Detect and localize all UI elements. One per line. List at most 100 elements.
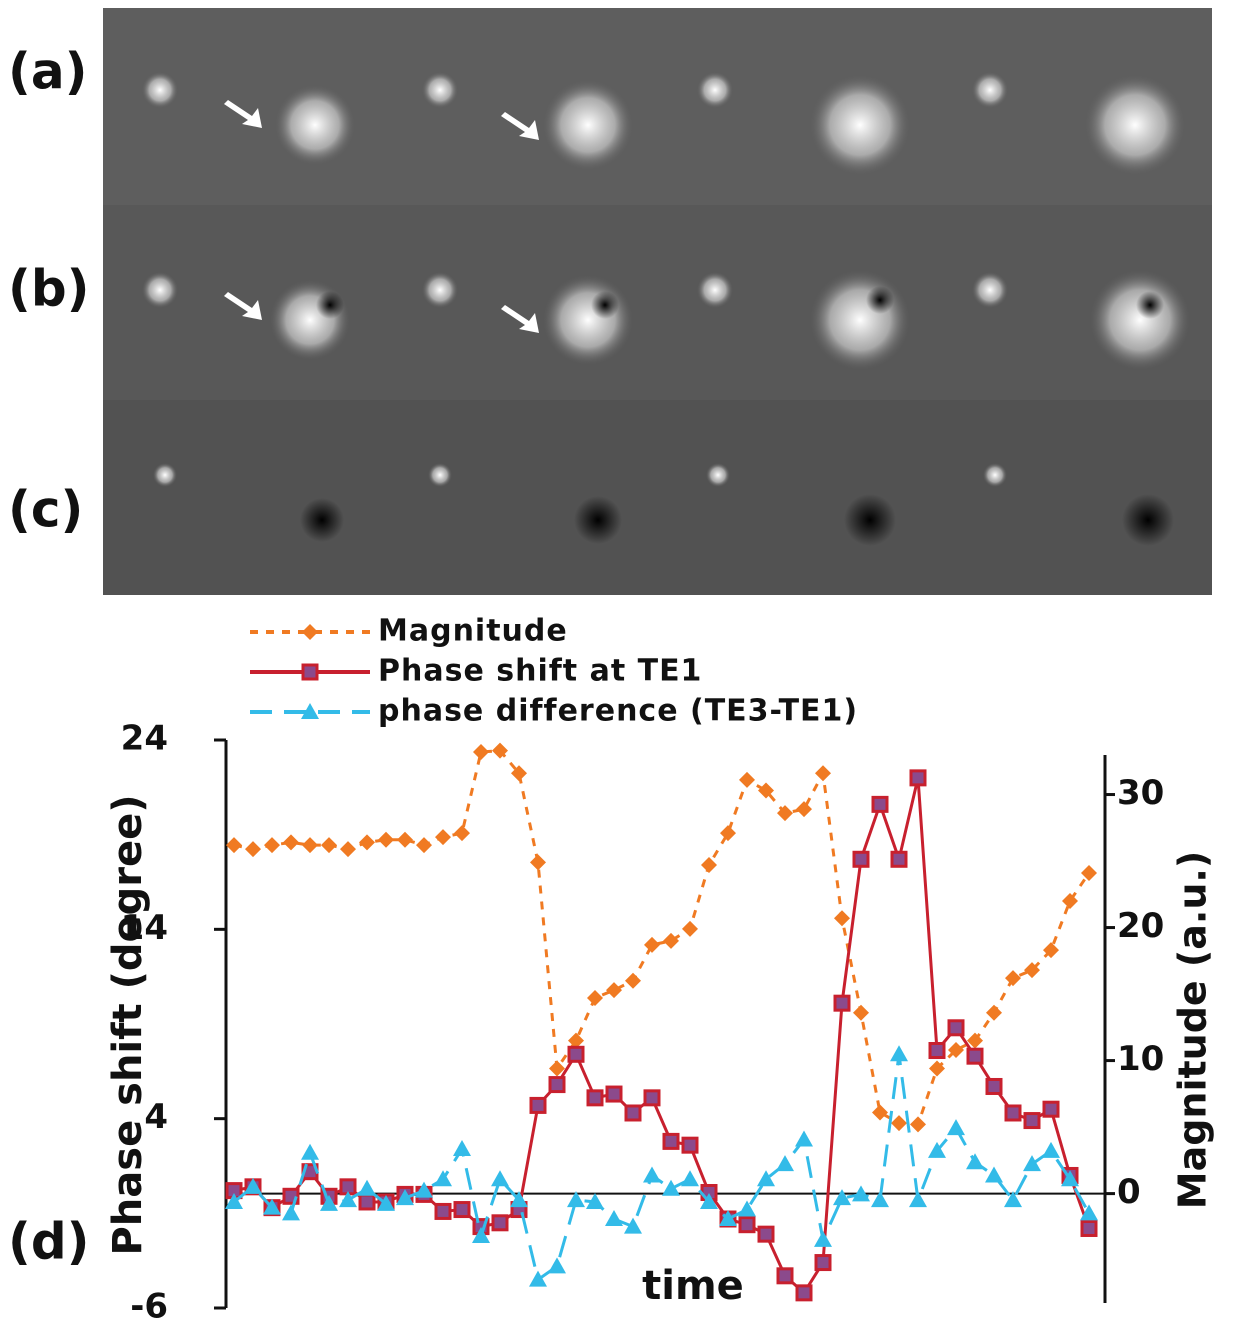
data-point [966,1153,984,1169]
data-point [872,1104,888,1120]
data-point [776,1155,794,1171]
series-line [234,751,1089,1125]
data-point [453,1140,471,1156]
data-point [626,1106,640,1120]
data-point [947,1119,965,1135]
data-point [226,837,242,853]
data-point [1025,1114,1039,1128]
data-point [778,1269,792,1283]
data-point [797,1286,811,1300]
data-point [531,1098,545,1112]
legend-marker [303,665,317,679]
data-point [435,829,451,845]
data-point [795,1130,813,1146]
data-point [645,1091,659,1105]
data-point [321,837,337,853]
data-point [739,772,755,788]
legend-label: Magnitude [378,614,568,649]
data-point [910,1116,926,1132]
figure: (a) (b) (c) (d) time Phase shift (degree… [0,0,1233,1326]
data-point [891,1115,907,1131]
data-point [360,1195,374,1209]
data-point [738,1201,756,1217]
data-point [949,1021,963,1035]
legend-label: phase difference (TE3-TE1) [378,694,858,729]
data-point [683,1138,697,1152]
series-line [234,1054,1089,1279]
y2-tick-label: 20 [1117,906,1164,946]
data-point [892,852,906,866]
data-point [491,1170,509,1186]
y-tick-label: 14 [121,908,168,948]
data-point [911,771,925,785]
panel-label: (b) [8,260,90,318]
data-point [473,744,489,760]
data-point [816,1256,830,1270]
data-point [625,973,641,989]
data-point [759,1227,773,1241]
data-point [663,933,679,949]
data-point [587,990,603,1006]
data-point [930,1044,944,1058]
data-point [1042,1142,1060,1158]
y-tick-label: 24 [121,719,168,759]
data-point [854,852,868,866]
data-point [835,996,849,1010]
y2-tick-label: 30 [1117,773,1164,813]
data-point [455,1203,469,1217]
data-point [796,801,812,817]
data-point [814,1231,832,1247]
data-point [643,1166,661,1182]
data-point [815,765,831,781]
data-point [968,1049,982,1063]
legend-marker [302,624,318,640]
data-point [607,1087,621,1101]
y2-tick-label: 0 [1117,1172,1141,1212]
data-point [264,837,280,853]
legend-label: Phase shift at TE1 [378,654,702,689]
data-point [301,1144,319,1160]
data-point [378,832,394,848]
data-point [740,1218,754,1232]
data-point [662,1180,680,1196]
data-point [701,857,717,873]
data-point [454,825,470,841]
data-point [605,1210,623,1226]
data-point [493,1216,507,1230]
data-point [1006,1106,1020,1120]
data-point [681,1170,699,1186]
data-point [302,837,318,853]
data-point [359,834,375,850]
panel-label: (a) [8,43,87,101]
panel-label: (c) [8,481,83,539]
data-point [245,841,261,857]
image-panels [103,8,1212,595]
y2-tick-label: 10 [1117,1039,1164,1079]
data-point [834,910,850,926]
data-point [1023,1155,1041,1171]
data-point [282,1204,300,1220]
x-axis-label: time [642,1263,744,1309]
data-point [1044,1102,1058,1116]
data-point [987,1079,1001,1093]
data-point [569,1047,583,1061]
data-point [340,841,356,857]
data-point [873,797,887,811]
data-point [550,1078,564,1092]
data-point [720,825,736,841]
data-point [416,837,432,853]
data-point [358,1180,376,1196]
data-point [588,1091,602,1105]
data-point [434,1170,452,1186]
data-point [283,834,299,850]
data-point [606,982,622,998]
y2-axis-label: Magnitude (a.u.) [1171,851,1215,1209]
data-point [529,1271,547,1287]
data-point [890,1045,908,1061]
data-point [436,1204,450,1218]
data-point [548,1257,566,1273]
data-point [1005,970,1021,986]
data-point [664,1134,678,1148]
data-point [530,854,546,870]
data-point [682,921,698,937]
